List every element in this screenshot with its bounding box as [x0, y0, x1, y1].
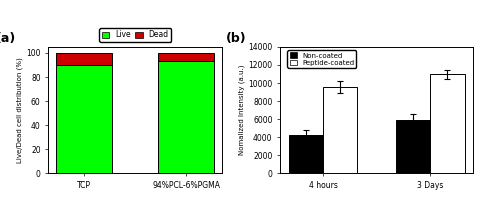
Bar — [56, 53, 112, 65]
Y-axis label: Live/Dead cell distribution (%): Live/Dead cell distribution (%) — [17, 57, 23, 163]
Bar — [323, 87, 357, 173]
Bar — [289, 135, 323, 173]
Bar — [158, 61, 214, 173]
Text: (b): (b) — [226, 32, 247, 45]
Bar — [430, 74, 465, 173]
Bar — [158, 53, 214, 61]
Bar — [56, 65, 112, 173]
Text: (a): (a) — [0, 32, 16, 45]
Bar — [396, 120, 430, 173]
Legend: Non-coated, Peptide-coated: Non-coated, Peptide-coated — [287, 50, 356, 68]
Y-axis label: Nomalized Intensity (a.u.): Nomalized Intensity (a.u.) — [239, 65, 245, 155]
Legend: Live, Dead: Live, Dead — [99, 28, 171, 42]
